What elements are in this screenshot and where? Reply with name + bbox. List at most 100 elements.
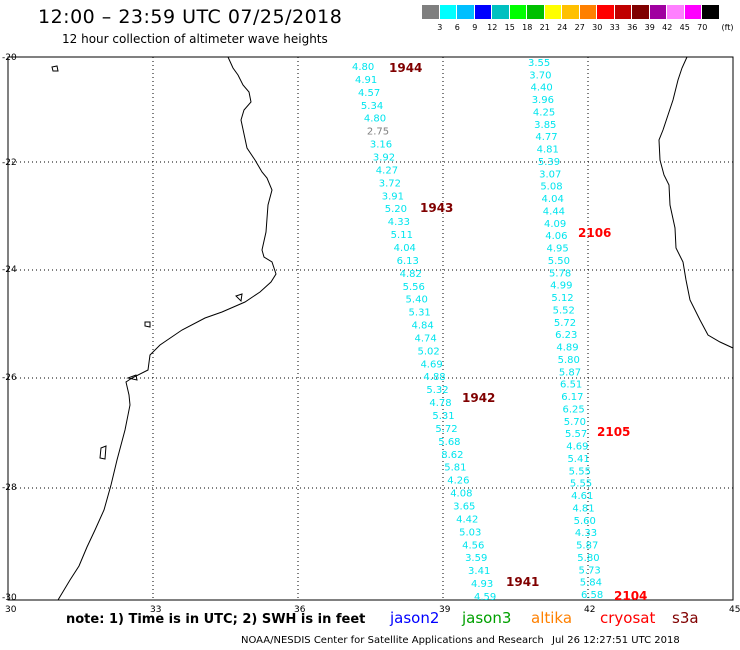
wave-height-value: 3.55 bbox=[528, 58, 550, 69]
wave-height-value: 6.58 bbox=[581, 590, 603, 601]
island-5 bbox=[235, 293, 243, 303]
longitude-label: 33 bbox=[150, 605, 161, 615]
color-legend: 3 6 9 12 15 18 21 24 27 30 33 36 39 42 45 70 (ft) bbox=[422, 5, 734, 32]
satellite-jason3: jason3 bbox=[462, 609, 512, 627]
latitude-label: -30 bbox=[2, 593, 17, 603]
wave-height-value: 4.42 bbox=[456, 514, 478, 525]
map-title: 12:00 – 23:59 UTC 07/25/2018 bbox=[38, 6, 343, 28]
wave-height-value: 8.62 bbox=[441, 450, 463, 461]
wave-height-value: 3.72 bbox=[379, 178, 401, 189]
wave-height-value: 3.92 bbox=[373, 152, 395, 163]
wave-height-value: 5.84 bbox=[580, 578, 602, 589]
wave-height-value: 4.69 bbox=[566, 442, 588, 453]
wave-height-value: 4.40 bbox=[530, 83, 552, 94]
wave-height-value: 4.56 bbox=[462, 540, 484, 551]
legend-swatch bbox=[422, 5, 440, 32]
wave-height-value: 4.44 bbox=[543, 206, 565, 217]
wave-height-value: 4.09 bbox=[544, 219, 566, 230]
wave-height-value: 3.41 bbox=[468, 566, 490, 577]
wave-height-value: 5.02 bbox=[417, 346, 439, 357]
wave-height-value: 5.11 bbox=[391, 230, 413, 241]
pass-time-label: 2105 bbox=[597, 425, 630, 439]
wave-height-value: 5.80 bbox=[558, 355, 580, 366]
legend-label: 27 bbox=[574, 23, 585, 32]
latitude-label: -28 bbox=[2, 483, 17, 493]
longitude-label: 30 bbox=[5, 605, 17, 615]
wave-height-value: 5.12 bbox=[551, 293, 573, 304]
wave-height-value: 5.20 bbox=[385, 204, 407, 215]
legend-swatch: 42 bbox=[662, 5, 685, 32]
wave-height-value: 5.50 bbox=[548, 256, 570, 267]
legend-color bbox=[492, 5, 510, 19]
wave-height-value: 4.27 bbox=[376, 165, 398, 176]
wave-height-value: 5.70 bbox=[564, 417, 586, 428]
wave-height-value: 4.04 bbox=[542, 194, 564, 205]
wave-height-value: 5.78 bbox=[549, 268, 571, 279]
wave-height-value: 4.81 bbox=[537, 145, 559, 156]
wave-height-value: 6.17 bbox=[561, 392, 583, 403]
legend-swatch: 30 bbox=[592, 5, 615, 32]
satellite-cryosat: cryosat bbox=[600, 609, 656, 627]
wave-height-value: 4.80 bbox=[352, 62, 374, 73]
legend-label: 30 bbox=[592, 23, 603, 32]
wave-height-value: 4.04 bbox=[394, 243, 416, 254]
wave-height-value: 3.16 bbox=[370, 140, 392, 151]
legend-label: 6 bbox=[454, 23, 460, 32]
legend-label: 3 bbox=[437, 23, 443, 32]
wave-height-value: 5.80 bbox=[577, 553, 599, 564]
coastline bbox=[51, 56, 734, 601]
wave-height-value: 6.13 bbox=[397, 256, 419, 267]
wave-height-value: 5.40 bbox=[406, 295, 428, 306]
legend-swatch: 70 bbox=[697, 5, 720, 32]
wave-height-value: 4.84 bbox=[412, 321, 434, 332]
wave-height-value: 4.59 bbox=[474, 592, 496, 603]
pass-time-labels: 1944 1943 1942 1941 2106 2105 2104 bbox=[389, 61, 647, 603]
legend-label: 18 bbox=[522, 23, 533, 32]
wave-height-value: 5.03 bbox=[459, 527, 481, 538]
legend-color bbox=[649, 5, 667, 19]
wave-height-value: 5.39 bbox=[538, 157, 560, 168]
latitude-label: -20 bbox=[2, 53, 17, 63]
wave-height-value: 3.65 bbox=[453, 502, 475, 513]
longitude-label: 42 bbox=[584, 605, 595, 615]
wave-height-value: 4.80 bbox=[364, 114, 386, 125]
wave-height-value: 5.60 bbox=[574, 516, 596, 527]
wave-height-value: 5.87 bbox=[559, 367, 581, 378]
wave-height-value: 4.08 bbox=[450, 489, 472, 500]
wave-height-value: 4.78 bbox=[429, 398, 451, 409]
legend-label: 42 bbox=[662, 23, 673, 32]
wave-height-value: 4.95 bbox=[546, 244, 568, 255]
credit-line: NOAA/NESDIS Center for Satellite Applica… bbox=[241, 635, 544, 646]
legend-label: 9 bbox=[472, 23, 478, 32]
legend-swatch: 36 bbox=[627, 5, 650, 32]
legend-swatch: 6 bbox=[454, 5, 475, 32]
pass-time-label: 1942 bbox=[462, 391, 495, 405]
pass-time-label: 1944 bbox=[389, 61, 422, 75]
wave-height-value: 4.82 bbox=[400, 269, 422, 280]
legend-swatch: 27 bbox=[575, 5, 597, 32]
wave-height-value: 3.07 bbox=[539, 169, 561, 180]
wave-height-value: 4.33 bbox=[575, 528, 597, 539]
map-subtitle: 12 hour collection of altimeter wave hei… bbox=[62, 32, 328, 46]
wave-height-value: 4.25 bbox=[533, 107, 555, 118]
wave-height-value: 4.74 bbox=[414, 333, 436, 344]
legend-color bbox=[614, 5, 632, 19]
pass-time-label: 2106 bbox=[578, 226, 611, 240]
legend-label: 15 bbox=[504, 23, 515, 32]
wave-height-value: 5.73 bbox=[579, 565, 601, 576]
pass-time-label: 2104 bbox=[614, 589, 647, 603]
legend-label: 45 bbox=[679, 23, 690, 32]
latitude-label: -26 bbox=[2, 373, 17, 383]
wave-height-value: 5.55 bbox=[570, 479, 592, 490]
wave-height-value: 4.81 bbox=[572, 503, 594, 514]
legend-swatch: 15 bbox=[505, 5, 527, 32]
wave-height-value: 6.23 bbox=[555, 330, 577, 341]
generated-timestamp: Jul 26 12:27:51 UTC 2018 bbox=[552, 635, 680, 646]
wave-height-value: 5.57 bbox=[565, 429, 587, 440]
wave-height-value: 4.91 bbox=[355, 75, 377, 86]
legend-color bbox=[597, 5, 615, 19]
latitude-label: -22 bbox=[2, 158, 17, 168]
wave-height-value: 3.96 bbox=[532, 95, 554, 106]
map-frame bbox=[7, 56, 734, 601]
